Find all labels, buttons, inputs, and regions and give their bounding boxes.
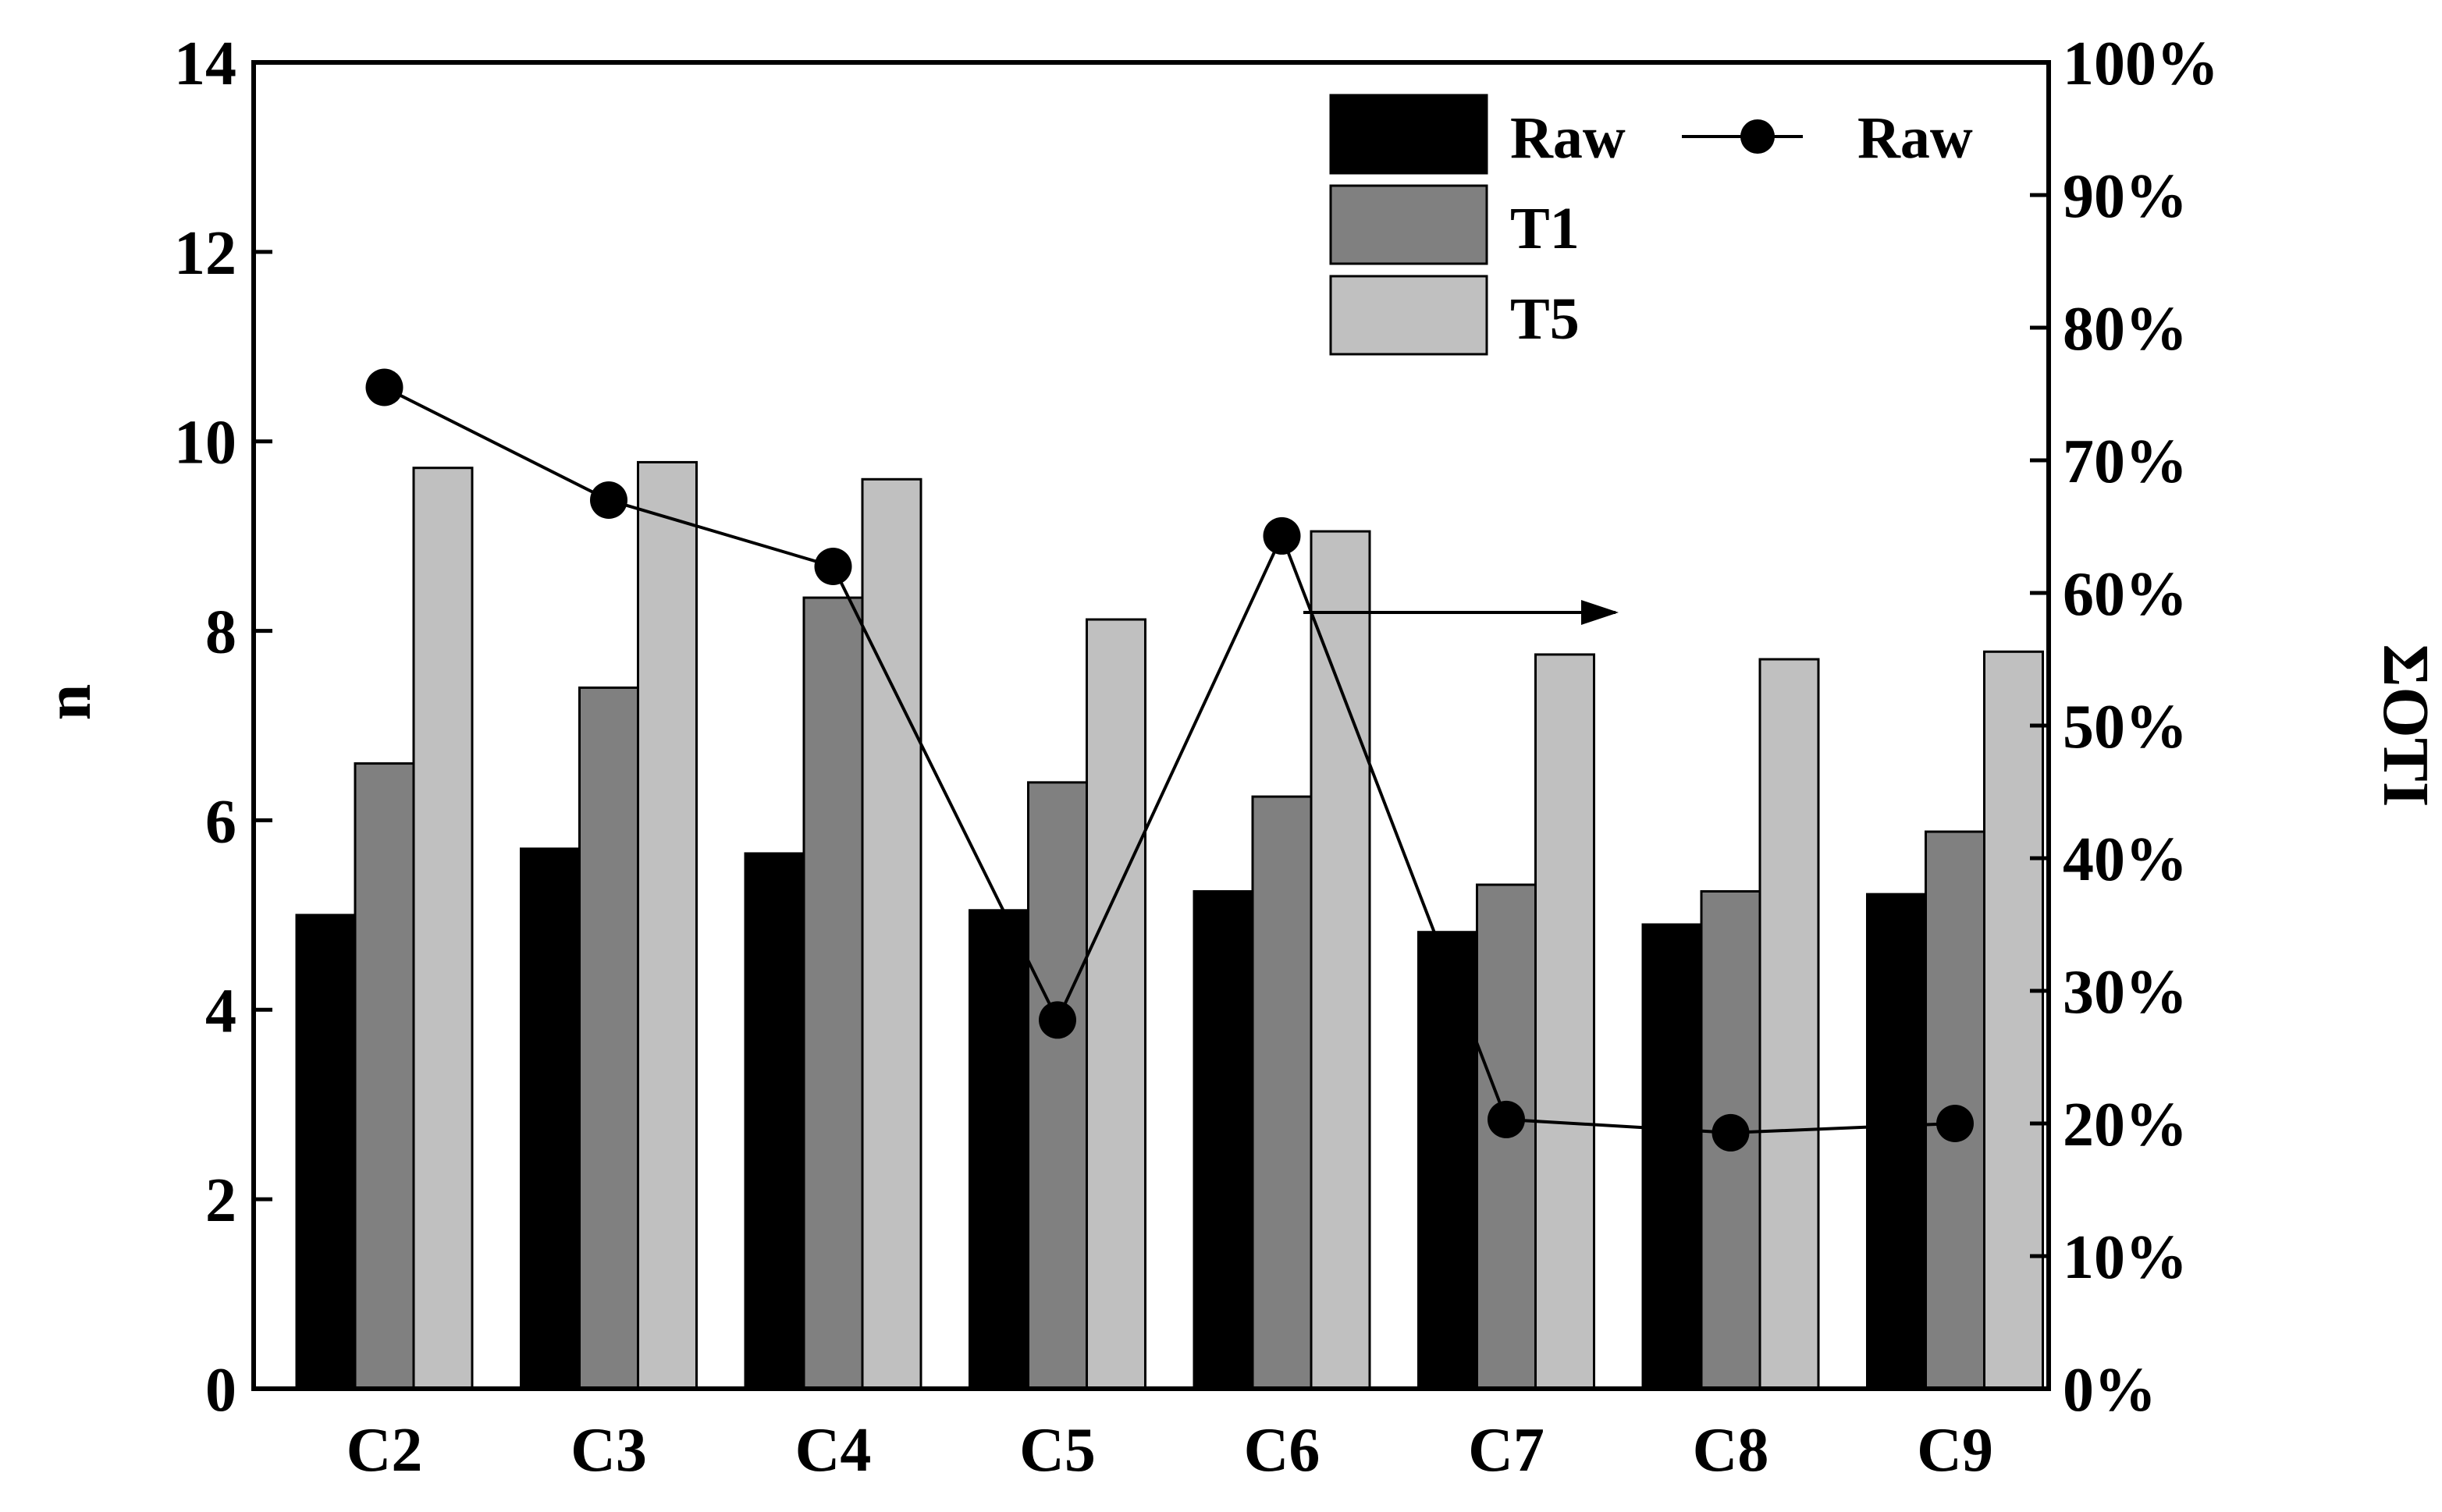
- bar-raw-c4: [744, 852, 805, 1390]
- x-tick-label-c4: C4: [795, 1416, 872, 1485]
- legend-swatch-t1: [1329, 184, 1488, 265]
- right-axis: 0% 10% 20% 30% 40% 50% 60% 70% 80% 90% 100%: [2030, 30, 2219, 1425]
- left-axis: 0 2 4 6 8 10 12 14: [174, 30, 272, 1425]
- bar-t1-c5: [1027, 781, 1088, 1390]
- legend-label-t1: T1: [1510, 196, 1580, 261]
- bar-t1-c4: [802, 596, 864, 1390]
- y2-tick-label-4: 40%: [2063, 825, 2188, 894]
- y2-tick-label-2: 20%: [2063, 1091, 2188, 1159]
- legend-marker-raw: [1740, 119, 1775, 154]
- bar-t5-c6: [1310, 530, 1371, 1390]
- y-tick-label-6: 12: [174, 219, 236, 288]
- bar-t5-c9: [1983, 650, 2044, 1390]
- point-raw-c5: [1039, 1001, 1076, 1039]
- x-tick-label-c9: C9: [1917, 1416, 1993, 1485]
- bar-t1-c2: [354, 762, 415, 1390]
- point-raw-c8: [1712, 1113, 1750, 1152]
- y-tick-label-7: 14: [174, 30, 236, 98]
- bars-group: [295, 460, 2044, 1390]
- y2-tick-label-8: 80%: [2063, 295, 2188, 364]
- x-tick-label-c2: C2: [347, 1416, 423, 1485]
- y2-tick-label-1: 10%: [2063, 1223, 2188, 1292]
- y2-tick-label-3: 30%: [2063, 958, 2188, 1027]
- x-tick-label-c7: C7: [1468, 1416, 1544, 1485]
- legend-label-t5: T5: [1510, 286, 1580, 352]
- bar-raw-c8: [1641, 923, 1703, 1390]
- y2-tick-label-7: 70%: [2063, 428, 2188, 496]
- y-tick-label-2: 4: [205, 977, 236, 1045]
- bar-t5-c2: [412, 467, 474, 1390]
- line-series-group: [365, 368, 1974, 1152]
- point-raw-c9: [1936, 1105, 1974, 1142]
- legend-label-raw-line: Raw: [1857, 105, 1973, 171]
- x-tick-label-c3: C3: [571, 1416, 647, 1485]
- bar-t5-c7: [1534, 653, 1595, 1390]
- y2-axis-title: ΣOTI: [2369, 644, 2442, 807]
- x-axis: C2 C3 C4 C5 C6 C7 C8 C9: [347, 1416, 1993, 1485]
- bar-t5-c4: [861, 477, 922, 1390]
- bar-raw-c3: [520, 847, 581, 1390]
- bar-raw-c5: [969, 909, 1029, 1390]
- x-tick-label-c5: C5: [1019, 1416, 1096, 1485]
- y-tick-label-5: 10: [174, 409, 236, 477]
- point-raw-c6: [1263, 516, 1301, 555]
- x-tick-label-c8: C8: [1693, 1416, 1769, 1485]
- y-tick-label-1: 2: [205, 1166, 236, 1235]
- bar-raw-c2: [295, 914, 357, 1390]
- x-tick-label-c6: C6: [1244, 1416, 1321, 1485]
- point-raw-c4: [814, 548, 852, 585]
- point-raw-c7: [1488, 1100, 1525, 1138]
- y2-tick-label-10: 100%: [2063, 30, 2219, 98]
- y-tick-label-3: 6: [205, 787, 236, 856]
- bar-raw-c6: [1193, 890, 1254, 1390]
- bar-raw-c7: [1417, 931, 1478, 1390]
- y2-tick-label-6: 60%: [2063, 560, 2188, 629]
- legend: Raw Raw T1 T5: [1329, 94, 1973, 356]
- line-raw-sigma-oti: [383, 385, 1956, 1134]
- bar-t1-c6: [1251, 795, 1313, 1390]
- legend-swatch-raw: [1329, 94, 1488, 175]
- y2-tick-label-5: 50%: [2063, 693, 2188, 761]
- bar-t5-c5: [1086, 618, 1146, 1390]
- legend-label-raw: Raw: [1510, 105, 1626, 171]
- point-raw-c2: [365, 368, 403, 406]
- point-raw-c3: [590, 481, 627, 519]
- bar-t5-c3: [637, 460, 698, 1390]
- y-tick-label-4: 8: [205, 598, 236, 667]
- bar-t1-c3: [578, 686, 639, 1390]
- y-tick-label-0: 0: [205, 1356, 236, 1425]
- y2-tick-label-0: 0%: [2063, 1356, 2156, 1425]
- bar-raw-c9: [1866, 893, 1927, 1390]
- y-axis-title: n: [32, 684, 105, 721]
- y2-tick-label-9: 90%: [2063, 162, 2188, 231]
- legend-swatch-t5: [1329, 275, 1488, 356]
- bar-t5-c8: [1758, 658, 1820, 1390]
